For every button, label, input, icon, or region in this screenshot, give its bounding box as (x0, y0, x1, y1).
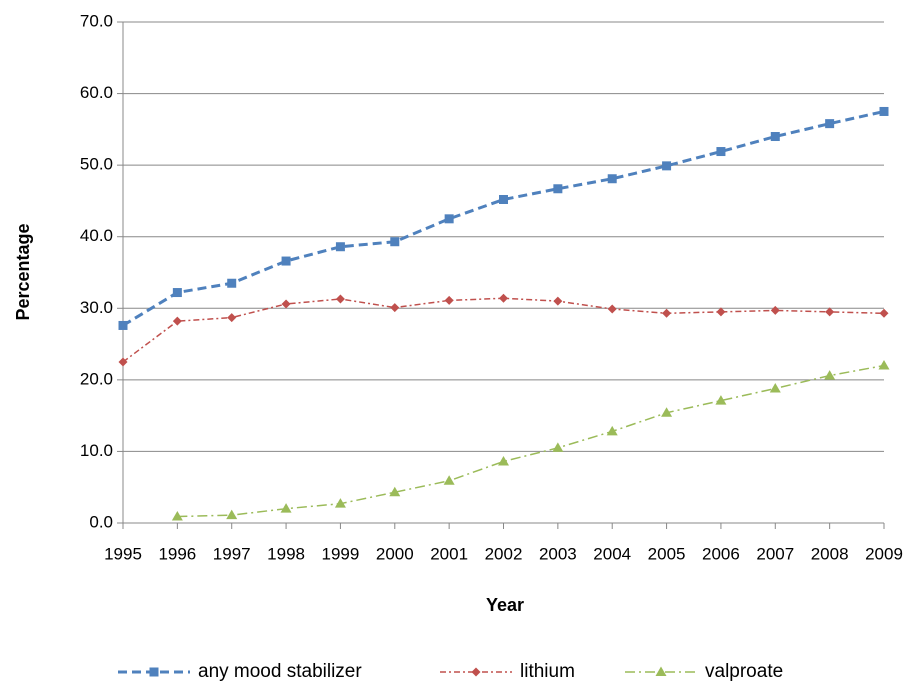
marker (716, 307, 726, 317)
x-tick-label: 2009 (865, 544, 903, 563)
marker (825, 307, 835, 317)
x-tick-label: 1997 (213, 544, 251, 563)
marker (553, 296, 563, 306)
legend-marker (471, 667, 481, 677)
y-tick-label: 50.0 (80, 155, 113, 174)
legend-marker (655, 666, 667, 676)
series-line (177, 364, 885, 518)
y-tick-label: 0.0 (89, 512, 113, 531)
marker (498, 455, 509, 466)
marker (227, 313, 237, 323)
x-tick-label: 1998 (267, 544, 305, 563)
y-axis-title: Percentage (13, 223, 33, 320)
x-tick-label: 2008 (811, 544, 849, 563)
marker (335, 294, 345, 304)
marker (824, 370, 836, 380)
x-tick-label: 2002 (485, 544, 523, 563)
marker (662, 308, 672, 318)
marker (443, 475, 455, 485)
marker (390, 303, 400, 313)
x-axis-title: Year (486, 595, 524, 615)
x-tick-label: 2003 (539, 544, 577, 563)
marker (499, 293, 508, 303)
marker (335, 242, 345, 252)
marker (770, 305, 780, 315)
x-tick-label: 2007 (756, 544, 794, 563)
y-tick-label: 60.0 (80, 83, 113, 102)
marker (715, 395, 727, 405)
marker (118, 357, 128, 367)
legend-marker (149, 667, 159, 677)
marker (389, 486, 401, 497)
marker (716, 147, 726, 157)
marker (662, 161, 672, 171)
x-tick-label: 2005 (648, 544, 686, 563)
marker (825, 119, 835, 129)
x-tick-label: 2006 (702, 544, 740, 563)
marker (172, 316, 182, 326)
legend-label: any mood stabilizer (198, 661, 362, 682)
marker (552, 442, 564, 452)
legend-label: valproate (705, 661, 783, 682)
marker (444, 295, 454, 305)
marker (171, 511, 183, 521)
marker (661, 407, 673, 417)
x-tick-label: 2001 (430, 544, 468, 563)
marker (879, 308, 889, 318)
series-line (122, 110, 885, 327)
marker (769, 382, 781, 393)
y-tick-label: 20.0 (80, 369, 113, 388)
marker (172, 288, 182, 298)
marker (280, 503, 292, 513)
x-tick-label: 2004 (593, 544, 631, 563)
marker (499, 194, 508, 204)
y-tick-label: 40.0 (80, 226, 113, 245)
marker (444, 214, 454, 224)
marker (553, 184, 563, 194)
y-tick-label: 10.0 (80, 441, 113, 460)
marker (606, 425, 618, 436)
marker (281, 299, 291, 309)
marker (118, 320, 128, 330)
marker (879, 106, 889, 116)
marker (227, 278, 237, 288)
marker (607, 174, 617, 184)
y-tick-label: 70.0 (80, 11, 113, 30)
x-tick-label: 1996 (158, 544, 196, 563)
marker (334, 498, 346, 508)
x-tick-label: 2000 (376, 544, 414, 563)
marker (607, 304, 617, 314)
legend-label: lithium (520, 661, 575, 682)
y-tick-label: 30.0 (80, 298, 113, 317)
marker (770, 132, 780, 142)
marker (878, 360, 890, 370)
marker (390, 237, 400, 247)
x-tick-label: 1995 (104, 544, 142, 563)
x-tick-label: 1999 (322, 544, 360, 563)
marker (281, 256, 291, 266)
marker (226, 509, 238, 520)
